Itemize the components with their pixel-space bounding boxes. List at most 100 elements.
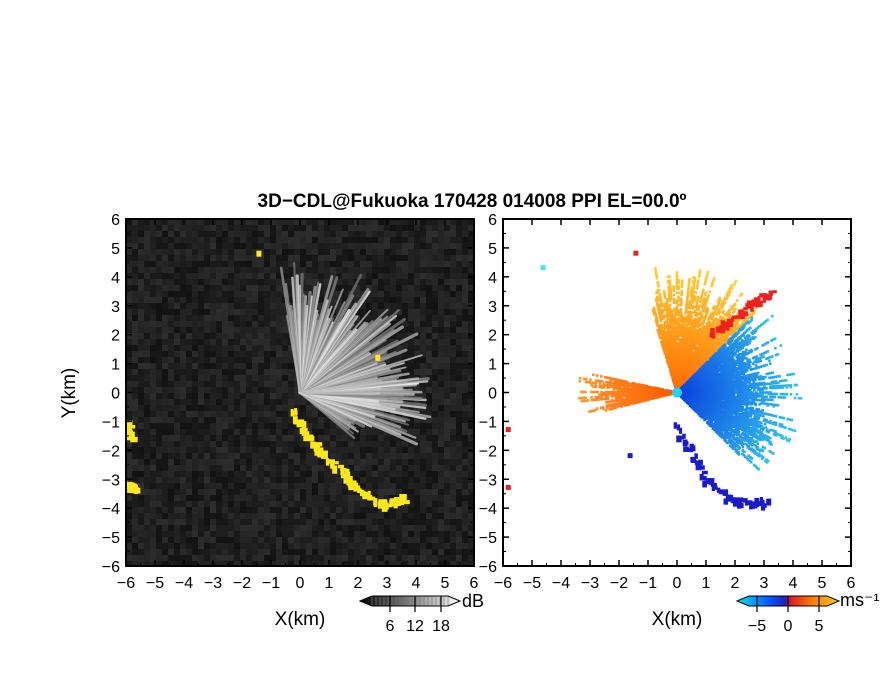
backscatter-noise-cell: [222, 507, 228, 513]
backscatter-noise-cell: [318, 261, 324, 267]
backscatter-noise-cell: [246, 303, 252, 309]
backscatter-noise-cell: [402, 219, 408, 225]
backscatter-noise-cell: [234, 471, 240, 477]
backscatter-noise-cell: [222, 279, 228, 285]
backscatter-noise-cell: [468, 261, 474, 267]
backscatter-noise-cell: [222, 297, 228, 303]
backscatter-noise-cell: [246, 291, 252, 297]
backscatter-noise-cell: [192, 327, 198, 333]
backscatter-noise-cell: [144, 291, 150, 297]
backscatter-noise-cell: [396, 471, 402, 477]
backscatter-noise-cell: [288, 393, 294, 399]
backscatter-noise-cell: [210, 255, 216, 261]
backscatter-noise-cell: [204, 417, 210, 423]
backscatter-noise-cell: [192, 435, 198, 441]
backscatter-noise-cell: [216, 231, 222, 237]
backscatter-noise-cell: [144, 351, 150, 357]
backscatter-noise-cell: [216, 441, 222, 447]
backscatter-noise-cell: [138, 339, 144, 345]
backscatter-noise-cell: [234, 297, 240, 303]
backscatter-noise-cell: [444, 279, 450, 285]
backscatter-noise-cell: [414, 489, 420, 495]
backscatter-noise-cell: [192, 525, 198, 531]
backscatter-noise-cell: [426, 495, 432, 501]
backscatter-noise-cell: [300, 555, 306, 561]
backscatter-noise-cell: [456, 381, 462, 387]
backscatter-noise-cell: [360, 303, 366, 309]
backscatter-ray: [298, 379, 382, 394]
backscatter-noise-cell: [312, 231, 318, 237]
backscatter-noise-cell: [168, 387, 174, 393]
backscatter-noise-cell: [360, 441, 366, 447]
backscatter-noise-cell: [186, 549, 192, 555]
backscatter-noise-cell: [198, 315, 204, 321]
backscatter-noise-cell: [246, 489, 252, 495]
backscatter-noise-cell: [156, 261, 162, 267]
backscatter-noise-cell: [402, 285, 408, 291]
backscatter-noise-cell: [156, 327, 162, 333]
backscatter-noise-cell: [324, 471, 330, 477]
backscatter-noise-cell: [234, 543, 240, 549]
backscatter-noise-cell: [468, 411, 474, 417]
backscatter-noise-cell: [438, 237, 444, 243]
backscatter-noise-cell: [138, 357, 144, 363]
backscatter-noise-cell: [192, 375, 198, 381]
backscatter-noise-cell: [222, 447, 228, 453]
backscatter-noise-cell: [360, 555, 366, 561]
backscatter-noise-cell: [228, 549, 234, 555]
backscatter-noise-cell: [252, 369, 258, 375]
backscatter-noise-cell: [462, 531, 468, 537]
backscatter-noise-cell: [288, 519, 294, 525]
backscatter-noise-cell: [258, 459, 264, 465]
backscatter-noise-cell: [270, 405, 276, 411]
backscatter-noise-cell: [234, 441, 240, 447]
backscatter-noise-cell: [126, 255, 132, 261]
backscatter-noise-cell: [408, 375, 414, 381]
backscatter-noise-cell: [222, 261, 228, 267]
backscatter-noise-cell: [162, 327, 168, 333]
backscatter-noise-cell: [336, 267, 342, 273]
backscatter-noise-cell: [282, 273, 288, 279]
backscatter-noise-cell: [318, 411, 324, 417]
backscatter-noise-cell: [420, 273, 426, 279]
backscatter-noise-cell: [246, 387, 252, 393]
backscatter-noise-cell: [336, 219, 342, 225]
backscatter-noise-cell: [276, 525, 282, 531]
backscatter-highlight-cell: [340, 467, 347, 472]
velocity-cell: [733, 302, 737, 306]
backscatter-noise-cell: [132, 231, 138, 237]
backscatter-noise-cell: [372, 255, 378, 261]
backscatter-noise-cell: [228, 519, 234, 525]
backscatter-noise-cell: [138, 243, 144, 249]
backscatter-noise-cell: [240, 489, 246, 495]
backscatter-noise-cell: [366, 267, 372, 273]
backscatter-noise-cell: [138, 345, 144, 351]
backscatter-noise-cell: [450, 507, 456, 513]
backscatter-noise-cell: [408, 363, 414, 369]
velocity-cell: [702, 309, 705, 313]
backscatter-noise-cell: [450, 435, 456, 441]
backscatter-noise-cell: [186, 255, 192, 261]
velocity-cell: [709, 347, 713, 351]
backscatter-noise-cell: [138, 489, 144, 495]
backscatter-noise-cell: [216, 465, 222, 471]
backscatter-noise-cell: [162, 405, 168, 411]
backscatter-noise-cell: [384, 465, 390, 471]
backscatter-noise-cell: [252, 309, 258, 315]
backscatter-noise-cell: [276, 543, 282, 549]
backscatter-noise-cell: [456, 237, 462, 243]
backscatter-noise-cell: [180, 543, 186, 549]
backscatter-noise-cell: [162, 393, 168, 399]
backscatter-noise-cell: [222, 423, 228, 429]
backscatter-noise-cell: [228, 231, 234, 237]
velocity-cell: [704, 357, 708, 360]
backscatter-noise-cell: [462, 315, 468, 321]
backscatter-noise-cell: [234, 507, 240, 513]
velocity-cell: [701, 292, 704, 296]
backscatter-noise-cell: [234, 519, 240, 525]
backscatter-noise-cell: [420, 411, 426, 417]
backscatter-noise-cell: [420, 549, 426, 555]
velocity-cell: [708, 316, 711, 320]
backscatter-noise-cell: [402, 375, 408, 381]
backscatter-noise-cell: [432, 291, 438, 297]
